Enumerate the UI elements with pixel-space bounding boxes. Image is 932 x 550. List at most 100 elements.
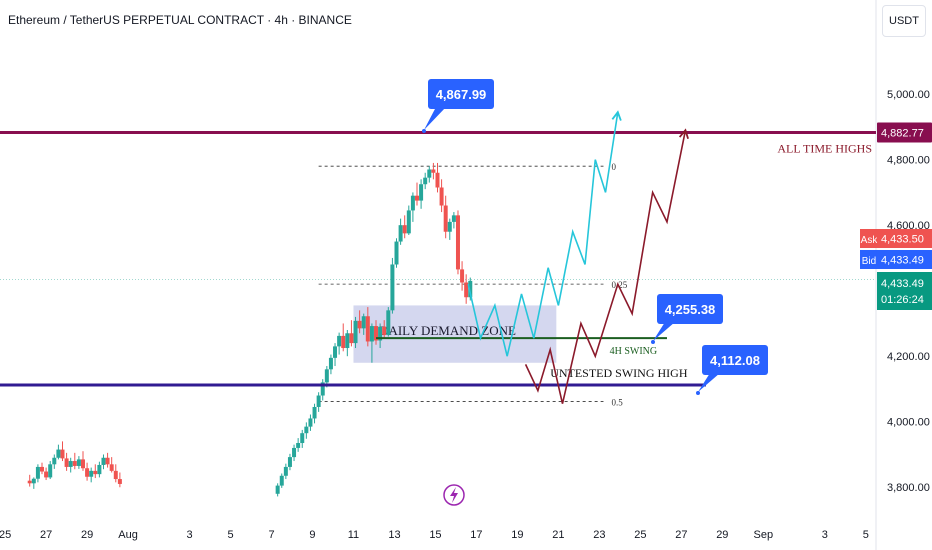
x-tick-label: 21 [552,529,564,541]
candle-body [419,184,424,201]
candle-body [105,457,110,465]
candle-body [44,471,49,478]
candle-body [455,215,460,270]
candle-body [439,187,444,206]
candle-body [365,316,370,342]
y-tick-label: 3,800.00 [887,482,930,494]
y-tick-label: 4,200.00 [887,351,930,363]
candle-body [468,280,473,298]
x-tick-label: 29 [716,529,728,541]
x-tick-label: 27 [40,529,52,541]
callout-label: 4,112.08 [710,353,760,368]
price-callout: 4,112.08 [696,345,768,395]
ask-value-bg [877,229,932,248]
candle-body [312,406,317,419]
ask-tag-bg [860,229,878,248]
candle-body [85,468,90,477]
candle-body [361,316,366,329]
candle-body [382,326,387,335]
callout-box [702,345,768,375]
candle-body [60,449,65,459]
candle-body [402,225,407,234]
candle-body [320,382,325,396]
candle-body [353,320,358,344]
projection-path-dark_red [524,130,687,404]
candle-body [406,210,411,234]
candle-body [423,177,428,185]
projection-path-cyan [467,112,619,357]
callout-anchor [651,340,655,344]
demand-zone-label: DAILY DEMAND ZONE [379,323,516,338]
candle-body [345,333,350,349]
bid-tag-bg [860,250,878,269]
candle-body [390,264,395,311]
candle-body [410,195,415,211]
candle-body [394,241,399,265]
candle-body [72,461,77,466]
candle-body [341,335,346,349]
x-tick-label: 25 [0,529,11,541]
candle-body [447,221,452,232]
candle-body [27,480,32,484]
x-tick-label: 11 [348,529,359,541]
candle-countdown: 01:26:24 [881,294,924,306]
projection-arrowhead [611,110,622,121]
candle-body [374,326,379,341]
x-tick-label: 5 [227,529,233,541]
candle-body [80,459,85,469]
y-tick-label: 4,000.00 [887,417,930,429]
candle-body [64,458,69,467]
candle-body [398,225,403,242]
candle-body [296,443,301,448]
callout-label: 4,255.38 [665,302,716,317]
candle-body [93,470,98,475]
candle-body [414,195,419,201]
candle-body [40,466,45,472]
currency-button[interactable]: USDT [882,5,926,37]
x-tick-label: Aug [118,529,138,541]
x-tick-label: 7 [268,529,274,541]
x-tick-label: Sep [754,529,774,541]
candle-body [292,447,297,458]
last-price-value: 4,433.49 [881,278,924,290]
lightning-icon-bolt [450,487,458,503]
candle-body [337,335,342,347]
x-tick-label: 27 [675,529,687,541]
candle-body [431,169,436,173]
callout-box [428,79,494,109]
candle-body [451,215,456,222]
swing-4h-label: 4H SWING [610,346,658,357]
candle-body [308,418,313,427]
candle-body [349,333,354,344]
x-tick-label: 29 [81,529,93,541]
callout-anchor [696,391,700,395]
x-tick-label: 15 [429,529,441,541]
y-tick-label: 5,000.00 [887,89,930,101]
candle-body [300,433,305,444]
candle-body [304,426,309,434]
fib-level-label: 0 [611,162,616,172]
bid-value: 4,433.49 [881,255,924,267]
lightning-icon [443,484,465,506]
x-tick-label: 3 [186,529,192,541]
candle-body [283,466,288,476]
last-price-tag-bg [877,272,932,310]
symbol-title[interactable]: Ethereum / TetherUS PERPETUAL CONTRACT ·… [8,13,352,27]
price-callout: 4,255.38 [651,294,723,344]
callout-pointer [698,373,720,392]
candle-body [76,459,81,466]
candle-body [35,466,40,479]
bid-value-bg [877,250,932,269]
x-tick-label: 23 [593,529,605,541]
callout-box [657,294,723,324]
candle-body [427,169,432,178]
x-tick-label: 19 [511,529,523,541]
x-tick-label: 5 [863,529,869,541]
candle-body [279,475,284,486]
bid-label: Bid [862,256,876,267]
y-tick-label: 4,800.00 [887,155,930,167]
candle-body [378,326,383,341]
x-tick-label: 9 [309,529,315,541]
candle-body [68,461,73,467]
